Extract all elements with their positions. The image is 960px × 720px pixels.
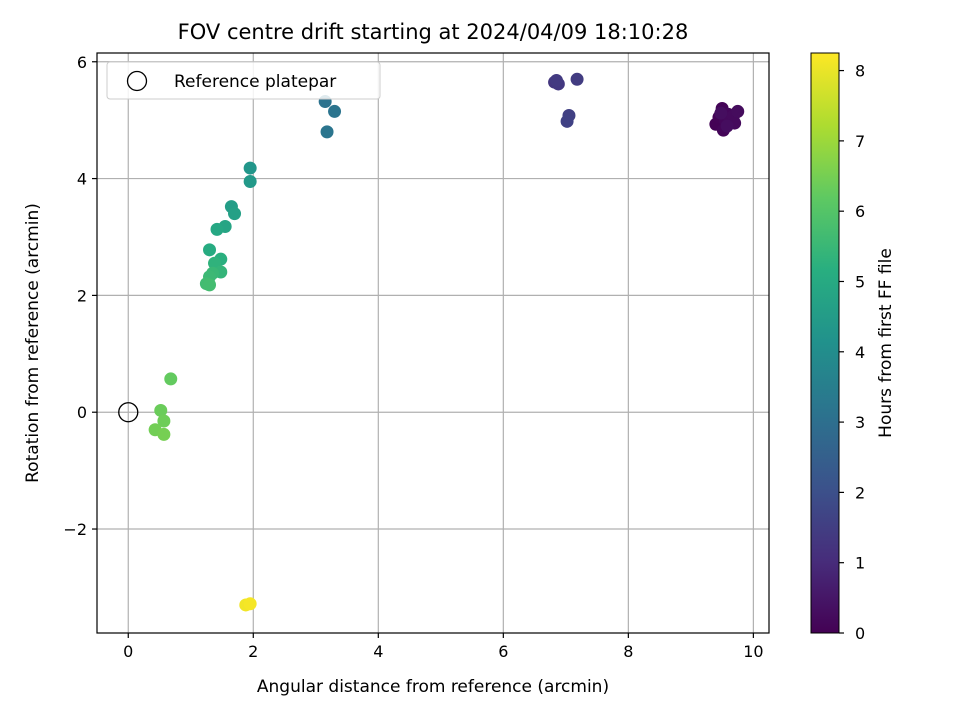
data-point — [210, 222, 224, 236]
data-point — [549, 73, 563, 87]
data-point — [320, 125, 334, 139]
legend-entry-reference-platepar: Reference platepar — [174, 72, 336, 92]
x-tick-label: 10 — [743, 642, 763, 661]
y-tick-label: 4 — [77, 170, 87, 189]
y-tick-label: 6 — [77, 53, 87, 72]
data-point — [164, 372, 178, 386]
data-point — [154, 403, 168, 417]
data-point — [203, 278, 217, 292]
x-axis-label: Angular distance from reference (arcmin) — [257, 677, 609, 697]
colorbar-tick-label: 6 — [855, 202, 865, 221]
data-point — [243, 174, 257, 188]
colorbar-label: Hours from first FF file — [876, 248, 896, 438]
x-tick-label: 0 — [123, 642, 133, 661]
x-tick-label: 8 — [623, 642, 633, 661]
legend: Reference platepar — [106, 61, 381, 100]
colorbar-tick-label: 4 — [855, 343, 865, 362]
x-tick-label: 2 — [248, 642, 258, 661]
y-tick-label: −2 — [63, 520, 87, 539]
y-axis-ticks: −2 0 2 4 6 — [63, 53, 97, 539]
colorbar-tick-label: 8 — [855, 62, 865, 81]
colorbar-tick-label: 5 — [855, 272, 865, 291]
data-point — [228, 207, 242, 221]
data-point — [570, 72, 584, 86]
x-tick-label: 6 — [498, 642, 508, 661]
colorbar-tick-label: 0 — [855, 624, 865, 643]
colorbar-tick-label: 2 — [855, 483, 865, 502]
data-point — [560, 114, 574, 128]
data-point — [157, 414, 171, 428]
reference-platepar-marker — [118, 402, 139, 423]
colorbar-tick-label: 3 — [855, 413, 865, 432]
x-axis-ticks: 0 2 4 6 8 10 — [123, 633, 764, 661]
data-point — [243, 161, 257, 175]
data-point — [157, 427, 171, 441]
legend-box — [106, 61, 381, 100]
x-tick-label: 4 — [373, 642, 383, 661]
data-point — [203, 243, 217, 257]
data-point — [731, 104, 745, 118]
colorbar-ticks: 0 1 2 3 4 5 6 7 8 — [839, 62, 865, 643]
grid-lines — [97, 53, 769, 633]
y-tick-label: 0 — [77, 403, 87, 422]
data-point — [720, 119, 734, 133]
legend-marker-open-circle — [126, 70, 148, 92]
data-point — [714, 106, 728, 120]
data-points — [118, 72, 745, 612]
colorbar: 0 1 2 3 4 5 6 7 8 Hours from first FF file — [810, 52, 896, 643]
colorbar-tick-label: 1 — [855, 554, 865, 573]
data-point — [243, 597, 257, 611]
plot-area: 0 2 4 6 8 10 −2 0 2 4 6 — [63, 52, 770, 661]
data-point — [328, 104, 342, 118]
plot-frame — [96, 52, 770, 634]
colorbar-gradient — [810, 52, 840, 634]
chart-title: FOV centre drift starting at 2024/04/09 … — [178, 20, 689, 44]
y-axis-label: Rotation from reference (arcmin) — [23, 203, 43, 483]
y-tick-label: 2 — [77, 286, 87, 305]
colorbar-tick-label: 7 — [855, 132, 865, 151]
